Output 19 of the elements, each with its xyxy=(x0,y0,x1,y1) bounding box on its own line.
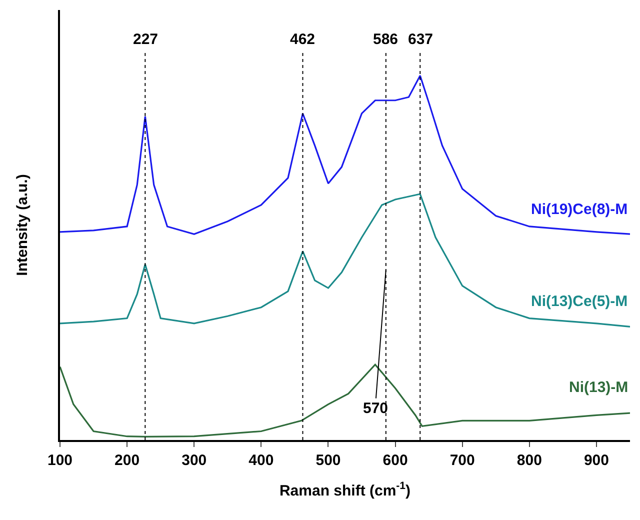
x-tick-label: 900 xyxy=(584,452,609,469)
x-tick-label: 400 xyxy=(248,452,274,469)
series-label: Ni(13)Ce(5)-M xyxy=(531,293,628,310)
ref-line-label: 586 xyxy=(373,31,398,48)
x-axis-title: Raman shift (cm$^{-1}$) xyxy=(279,480,411,500)
annotation: 570 xyxy=(363,400,388,417)
x-tick-label: 100 xyxy=(47,452,73,469)
ref-line-label: 637 xyxy=(408,31,434,48)
y-axis-title: Intensity (a.u.) xyxy=(14,174,31,276)
series-label: Ni(19)Ce(8)-M xyxy=(531,201,628,218)
x-tick-label: 300 xyxy=(182,452,207,469)
x-tick-label: 200 xyxy=(114,452,140,469)
ref-line-label: 462 xyxy=(290,31,316,48)
x-tick-label: 600 xyxy=(382,452,408,469)
x-tick-label: 700 xyxy=(450,452,475,469)
ref-line-label: 227 xyxy=(133,31,158,48)
series-label: Ni(13)-M xyxy=(569,379,628,396)
x-tick-label: 800 xyxy=(516,452,542,469)
x-tick-label: 500 xyxy=(316,452,341,469)
